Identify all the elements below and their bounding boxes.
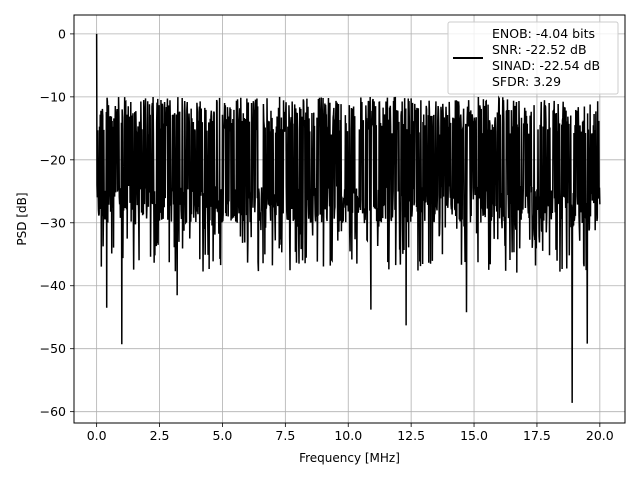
y-tick-label: −30 [40,215,66,230]
legend: ENOB: -4.04 bits SNR: -22.52 dB SINAD: -… [447,21,619,95]
x-tick-label: 7.5 [275,428,295,443]
y-axis-label: PSD [dB] [15,192,29,245]
x-tick-label: 10.0 [334,428,362,443]
y-tick-label: −40 [40,278,66,293]
legend-sinad: SINAD: -22.54 dB [492,58,600,73]
plot-area [95,33,601,403]
legend-sfdr: SFDR: 3.29 [492,74,561,89]
x-tick-label: 5.0 [212,428,232,443]
x-tick-label: 12.5 [397,428,425,443]
x-axis-ticks: 0.0 2.5 5.0 7.5 10.0 12.5 15.0 17.5 20.0 [87,423,614,443]
x-axis-label: Frequency [MHz] [299,451,400,465]
y-tick-label: −20 [40,152,66,167]
y-axis-ticks: 0 −10 −20 −30 −40 −50 −60 [40,26,74,419]
x-tick-label: 17.5 [523,428,551,443]
x-tick-label: 0.0 [87,428,107,443]
legend-snr: SNR: -22.52 dB [492,42,587,57]
y-tick-label: −50 [40,341,66,356]
legend-enob: ENOB: -4.04 bits [492,26,595,41]
psd-series-line [95,33,601,403]
y-tick-label: −10 [40,89,66,104]
x-tick-label: 15.0 [460,428,488,443]
y-tick-label: −60 [40,404,66,419]
x-tick-label: 2.5 [150,428,170,443]
x-tick-label: 20.0 [586,428,614,443]
legend-box [447,21,619,95]
axes-frame [73,14,626,424]
y-tick-label: 0 [58,26,66,41]
